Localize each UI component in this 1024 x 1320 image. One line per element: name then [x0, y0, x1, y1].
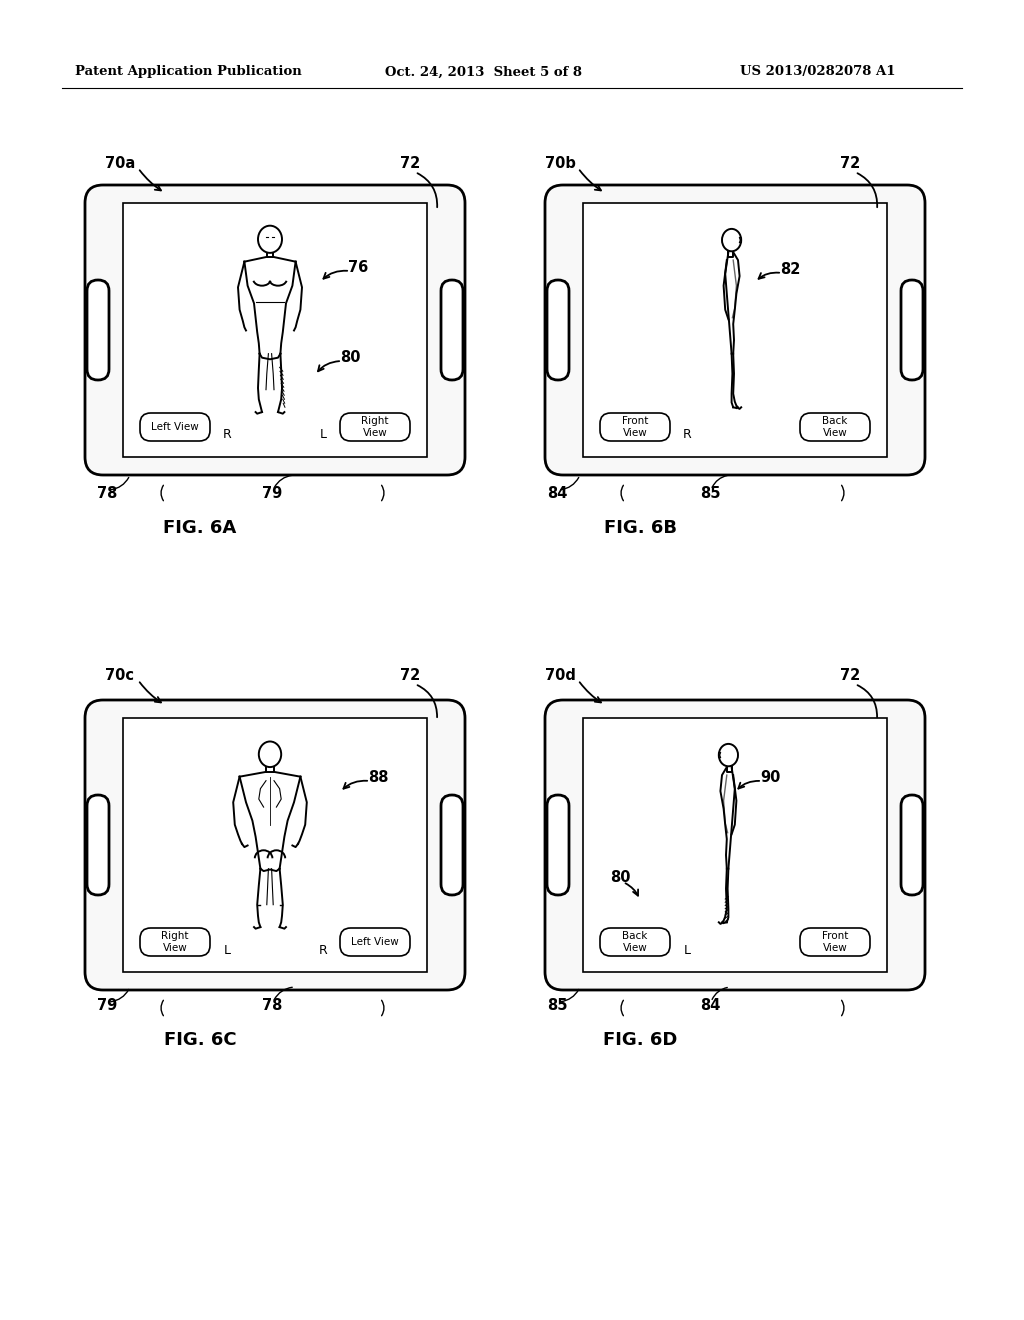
FancyBboxPatch shape: [87, 795, 109, 895]
Text: R: R: [683, 429, 691, 441]
Text: Patent Application Publication: Patent Application Publication: [75, 66, 302, 78]
Text: 90: 90: [760, 771, 780, 785]
Bar: [583, 718, 887, 972]
Text: 80: 80: [340, 351, 360, 366]
Text: 85: 85: [700, 487, 721, 502]
Bar: [123, 203, 427, 457]
FancyBboxPatch shape: [901, 795, 923, 895]
Text: FIG. 6C: FIG. 6C: [164, 1031, 237, 1049]
Text: 82: 82: [780, 263, 801, 277]
Bar: [583, 203, 887, 457]
FancyBboxPatch shape: [547, 795, 569, 895]
Text: 78: 78: [97, 487, 118, 502]
Text: 84: 84: [700, 998, 720, 1014]
Text: 72: 72: [400, 668, 420, 682]
Text: 85: 85: [547, 998, 567, 1014]
Text: 72: 72: [400, 156, 420, 170]
Text: L: L: [683, 944, 690, 957]
FancyBboxPatch shape: [140, 928, 210, 956]
Text: Right
View: Right View: [361, 416, 389, 438]
Text: Back
View: Back View: [822, 416, 848, 438]
Text: R: R: [318, 944, 328, 957]
Text: 79: 79: [262, 487, 283, 502]
Text: Right
View: Right View: [161, 931, 188, 953]
FancyBboxPatch shape: [545, 185, 925, 475]
FancyBboxPatch shape: [87, 280, 109, 380]
Text: 70d: 70d: [545, 668, 575, 682]
Text: Oct. 24, 2013  Sheet 5 of 8: Oct. 24, 2013 Sheet 5 of 8: [385, 66, 582, 78]
Text: Front
View: Front View: [622, 416, 648, 438]
Text: 72: 72: [840, 156, 860, 170]
FancyBboxPatch shape: [340, 928, 410, 956]
Text: Left View: Left View: [351, 937, 399, 946]
FancyBboxPatch shape: [441, 280, 463, 380]
Text: 72: 72: [840, 668, 860, 682]
Text: 84: 84: [547, 487, 567, 502]
FancyBboxPatch shape: [85, 185, 465, 475]
Text: L: L: [319, 429, 327, 441]
FancyBboxPatch shape: [545, 700, 925, 990]
Text: Back
View: Back View: [623, 931, 648, 953]
Text: 79: 79: [97, 998, 118, 1014]
Text: 70b: 70b: [545, 156, 575, 170]
FancyBboxPatch shape: [800, 928, 870, 956]
Text: FIG. 6B: FIG. 6B: [603, 519, 677, 537]
FancyBboxPatch shape: [140, 413, 210, 441]
Bar: [123, 718, 427, 972]
Text: Front
View: Front View: [822, 931, 848, 953]
Text: 76: 76: [348, 260, 369, 276]
FancyBboxPatch shape: [600, 928, 670, 956]
Text: 70c: 70c: [105, 668, 134, 682]
Text: 70a: 70a: [105, 156, 135, 170]
Text: 88: 88: [368, 771, 388, 785]
FancyBboxPatch shape: [901, 280, 923, 380]
Text: FIG. 6A: FIG. 6A: [164, 519, 237, 537]
FancyBboxPatch shape: [600, 413, 670, 441]
Text: R: R: [222, 429, 231, 441]
FancyBboxPatch shape: [441, 795, 463, 895]
FancyBboxPatch shape: [800, 413, 870, 441]
Text: L: L: [223, 944, 230, 957]
Text: 78: 78: [262, 998, 283, 1014]
Text: Left View: Left View: [152, 422, 199, 432]
Text: 80: 80: [610, 870, 631, 886]
FancyBboxPatch shape: [547, 280, 569, 380]
Text: US 2013/0282078 A1: US 2013/0282078 A1: [740, 66, 896, 78]
Text: FIG. 6D: FIG. 6D: [603, 1031, 677, 1049]
FancyBboxPatch shape: [85, 700, 465, 990]
FancyBboxPatch shape: [340, 413, 410, 441]
